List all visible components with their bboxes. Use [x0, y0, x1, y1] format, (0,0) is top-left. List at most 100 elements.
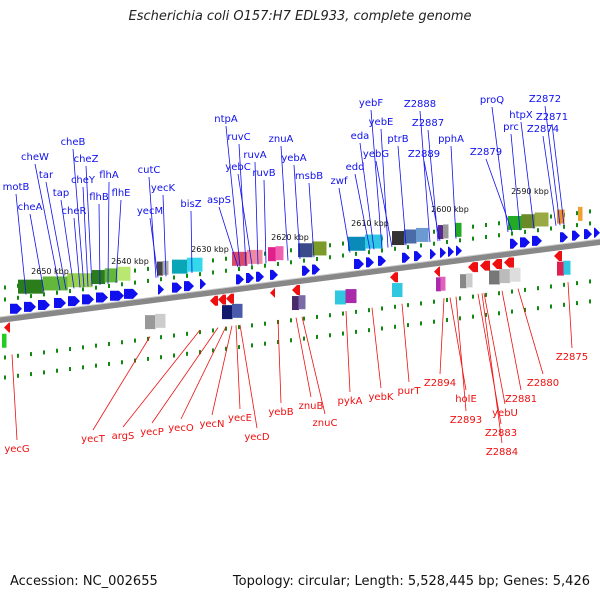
gene-label: Z2880 — [527, 378, 559, 389]
genome-summary: Topology: circular; Length: 5,528,445 bp… — [232, 574, 590, 589]
gene-label: tap — [53, 188, 69, 199]
gene-label: yecD — [244, 432, 270, 443]
tick-track-upper-outer — [472, 224, 474, 229]
tick-track-upper-inner — [420, 243, 422, 248]
gene-label: edd — [346, 162, 365, 173]
feature-block-lower — [155, 313, 166, 328]
gene-label: pphA — [438, 134, 464, 145]
forward-gene-arrow — [430, 249, 436, 260]
feature-block-upper — [438, 225, 444, 240]
feature-block-upper — [18, 279, 44, 294]
tick-track-lower-outer — [329, 333, 331, 338]
tick-track-lower-outer — [485, 312, 487, 317]
gene-label: yecO — [168, 423, 194, 434]
tick-track-upper-inner — [355, 251, 357, 256]
gene-label: Z2872 — [529, 94, 561, 105]
reverse-gene-arrow — [270, 287, 275, 298]
reverse-gene-arrow — [210, 295, 218, 306]
tick-track-upper-inner — [329, 255, 331, 260]
reverse-gene-arrow — [492, 259, 502, 270]
gene-label: yecN — [199, 419, 224, 430]
tick-track-lower-inner — [355, 309, 357, 314]
label-leader-line — [517, 288, 544, 375]
tick-track-upper-inner — [173, 275, 175, 280]
forward-gene-arrow — [54, 297, 66, 308]
tick-track-upper-inner — [43, 292, 45, 297]
tick-track-lower-outer — [56, 368, 58, 373]
gene-label: eda — [351, 131, 370, 142]
tick-track-lower-inner — [17, 353, 19, 358]
label-leader-line — [423, 160, 441, 241]
tick-track-lower-inner — [420, 301, 422, 306]
feature-block-lower — [298, 295, 306, 310]
label-leader-line — [491, 106, 509, 233]
map-title: Escherichia coli O157:H7 EDL933, complet… — [128, 9, 472, 24]
forward-gene-arrow — [110, 290, 124, 301]
label-leader-line — [370, 109, 383, 249]
feature-block-upper — [232, 251, 248, 266]
feature-block-upper — [521, 214, 536, 229]
tick-track-upper-inner — [212, 270, 214, 275]
gene-label: Z2889 — [408, 149, 440, 160]
feature-block-upper — [298, 243, 313, 258]
tick-track-lower-outer — [355, 329, 357, 334]
tick-track-lower-outer — [511, 309, 513, 314]
gene-label: yecP — [140, 427, 164, 438]
feature-block-lower — [2, 333, 7, 348]
label-leader-line — [551, 123, 565, 225]
forward-gene-arrow — [594, 227, 600, 238]
forward-gene-arrow — [560, 232, 568, 243]
feature-block-upper — [172, 259, 188, 274]
label-leader-line — [567, 282, 573, 349]
gene-label: znuB — [299, 401, 324, 412]
tick-track-lower-outer — [69, 367, 71, 372]
feature-block-upper — [275, 246, 284, 261]
label-leader-line — [162, 194, 167, 277]
tick-track-lower-outer — [290, 338, 292, 343]
tick-track-upper-outer — [225, 256, 227, 261]
tick-track-upper-inner — [316, 256, 318, 261]
kbp-position-label: 2640 kbp — [111, 257, 149, 266]
tick-track-lower-inner — [303, 316, 305, 321]
label-leader-line — [371, 307, 382, 389]
feature-block-upper — [268, 247, 276, 262]
tick-track-lower-outer — [225, 346, 227, 351]
tick-track-lower-inner — [264, 321, 266, 326]
tick-track-lower-outer — [17, 373, 19, 378]
label-leader-line — [280, 145, 289, 261]
forward-gene-arrow — [172, 282, 182, 293]
label-leader-line — [301, 316, 326, 415]
label-leader-line — [235, 325, 241, 410]
tick-track-lower-inner — [251, 323, 253, 328]
tick-track-upper-inner — [511, 231, 513, 236]
feature-block-lower — [232, 303, 243, 318]
forward-gene-arrow — [312, 264, 320, 275]
reverse-gene-arrow — [4, 322, 10, 333]
gene-label: yebC — [225, 162, 250, 173]
label-leader-line — [295, 317, 312, 398]
gene-label: yecK — [151, 183, 176, 194]
tick-track-upper-inner — [407, 245, 409, 250]
forward-gene-arrow — [448, 246, 454, 257]
label-leader-line — [308, 182, 315, 258]
label-leader-line — [359, 142, 375, 250]
tick-track-lower-inner — [4, 355, 6, 360]
label-leader-line — [225, 125, 241, 267]
tick-track-lower-outer — [160, 355, 162, 360]
forward-gene-arrow — [124, 288, 138, 299]
tick-track-lower-outer — [147, 356, 149, 361]
label-leader-line — [15, 193, 27, 295]
tick-track-upper-outer — [329, 243, 331, 248]
label-leader-line — [72, 148, 85, 288]
tick-track-upper-outer — [212, 258, 214, 263]
tick-track-lower-outer — [30, 372, 32, 377]
forward-gene-arrow — [256, 271, 264, 282]
tick-track-lower-outer — [316, 334, 318, 339]
feature-block-upper — [247, 249, 263, 264]
tick-track-lower-inner — [511, 289, 513, 294]
gene-label: cheB — [61, 137, 86, 148]
label-leader-line — [293, 164, 301, 260]
kbp-position-label: 2620 kbp — [271, 233, 309, 242]
gene-label: proQ — [480, 95, 504, 106]
tick-track-lower-inner — [69, 347, 71, 352]
